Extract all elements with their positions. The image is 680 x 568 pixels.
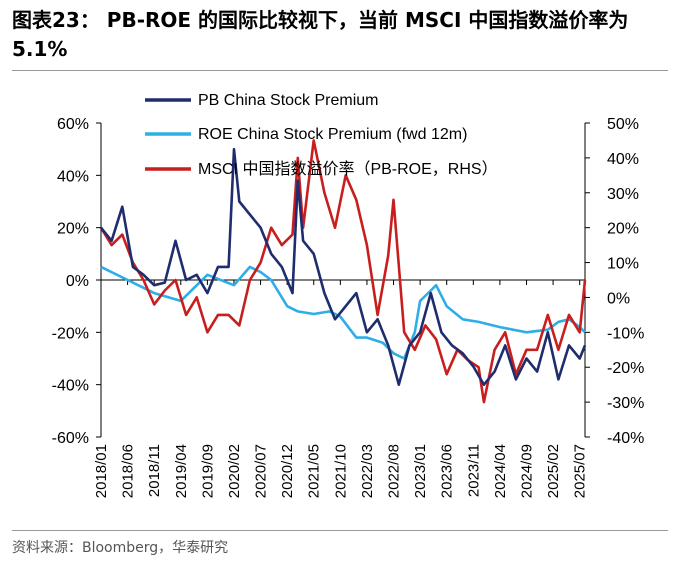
legend-label: ROE China Stock Premium (fwd 12m) (198, 126, 467, 143)
left-tick-label: -60% (52, 430, 89, 447)
x-tick-label: 2023/01 (412, 444, 429, 498)
x-tick-label: 2023/11 (465, 444, 482, 497)
left-tick-label: 0% (66, 273, 89, 290)
x-tick-label: 2018/06 (120, 444, 137, 498)
left-tick-label: -20% (52, 325, 89, 342)
series-line-0 (99, 147, 587, 386)
chart-axes: 60% 40% 20% 0% -20% -40% -60% 50% 40% 30% 20% 10% 0%… (52, 116, 645, 498)
legend-label: PB China Stock Premium (198, 92, 379, 109)
right-tick-label: 0% (607, 290, 630, 307)
right-tick-label: -20% (607, 360, 644, 377)
chart-title-line-1: 图表23： PB-ROE 的国际比较视下，当前 MSCI 中国指数溢价率为 (12, 8, 629, 32)
right-tick-label: 10% (607, 256, 639, 273)
right-tick-label: -10% (607, 325, 644, 342)
right-tick-label: 30% (607, 186, 639, 203)
x-tick-label: 2020/02 (226, 444, 243, 498)
right-tick-label: 40% (607, 151, 639, 168)
x-tick-label: 2018/01 (93, 444, 110, 498)
source-note: 资料来源：Bloomberg，华泰研究 (12, 540, 229, 556)
x-tick-label: 2018/11 (146, 444, 163, 497)
x-tick-label: 2019/04 (173, 444, 190, 498)
x-tick-label: 2022/03 (359, 444, 376, 498)
legend-label: MSCI 中国指数溢价率（PB-ROE，RHS） (198, 160, 498, 178)
left-tick-label: -40% (52, 378, 89, 395)
source-divider (12, 530, 668, 531)
x-tick-label: 2021/10 (332, 444, 349, 498)
chart-title: 图表23： PB-ROE 的国际比较视下，当前 MSCI 中国指数溢价率为 5.… (12, 6, 672, 64)
x-tick-label: 2024/04 (492, 444, 509, 498)
right-tick-label: 20% (607, 221, 639, 238)
right-tick-label: 50% (607, 116, 639, 133)
left-tick-label: 40% (57, 168, 89, 185)
x-tick-label: 2020/12 (279, 444, 296, 498)
left-tick-label: 60% (57, 116, 89, 133)
chart-title-line-2: 5.1% (12, 37, 68, 61)
x-tick-label: 2025/02 (545, 444, 562, 498)
x-tick-label: 2021/05 (306, 444, 323, 498)
series-line-1 (100, 265, 586, 360)
x-tick-label: 2022/08 (386, 444, 403, 498)
left-tick-label: 20% (57, 221, 89, 238)
chart-legend: PB China Stock Premium ROE China Stock Pr… (145, 92, 498, 178)
right-tick-label: -30% (607, 395, 644, 412)
right-tick-label: -40% (607, 430, 644, 447)
x-tick-label: 2019/09 (199, 444, 216, 498)
x-tick-label: 2023/06 (439, 444, 456, 498)
x-tick-label: 2020/07 (253, 444, 270, 498)
chart-series (99, 139, 587, 404)
title-divider (12, 70, 668, 71)
x-tick-label: 2025/07 (572, 444, 589, 498)
x-tick-label: 2024/09 (518, 444, 535, 498)
series-line-2 (99, 139, 587, 404)
